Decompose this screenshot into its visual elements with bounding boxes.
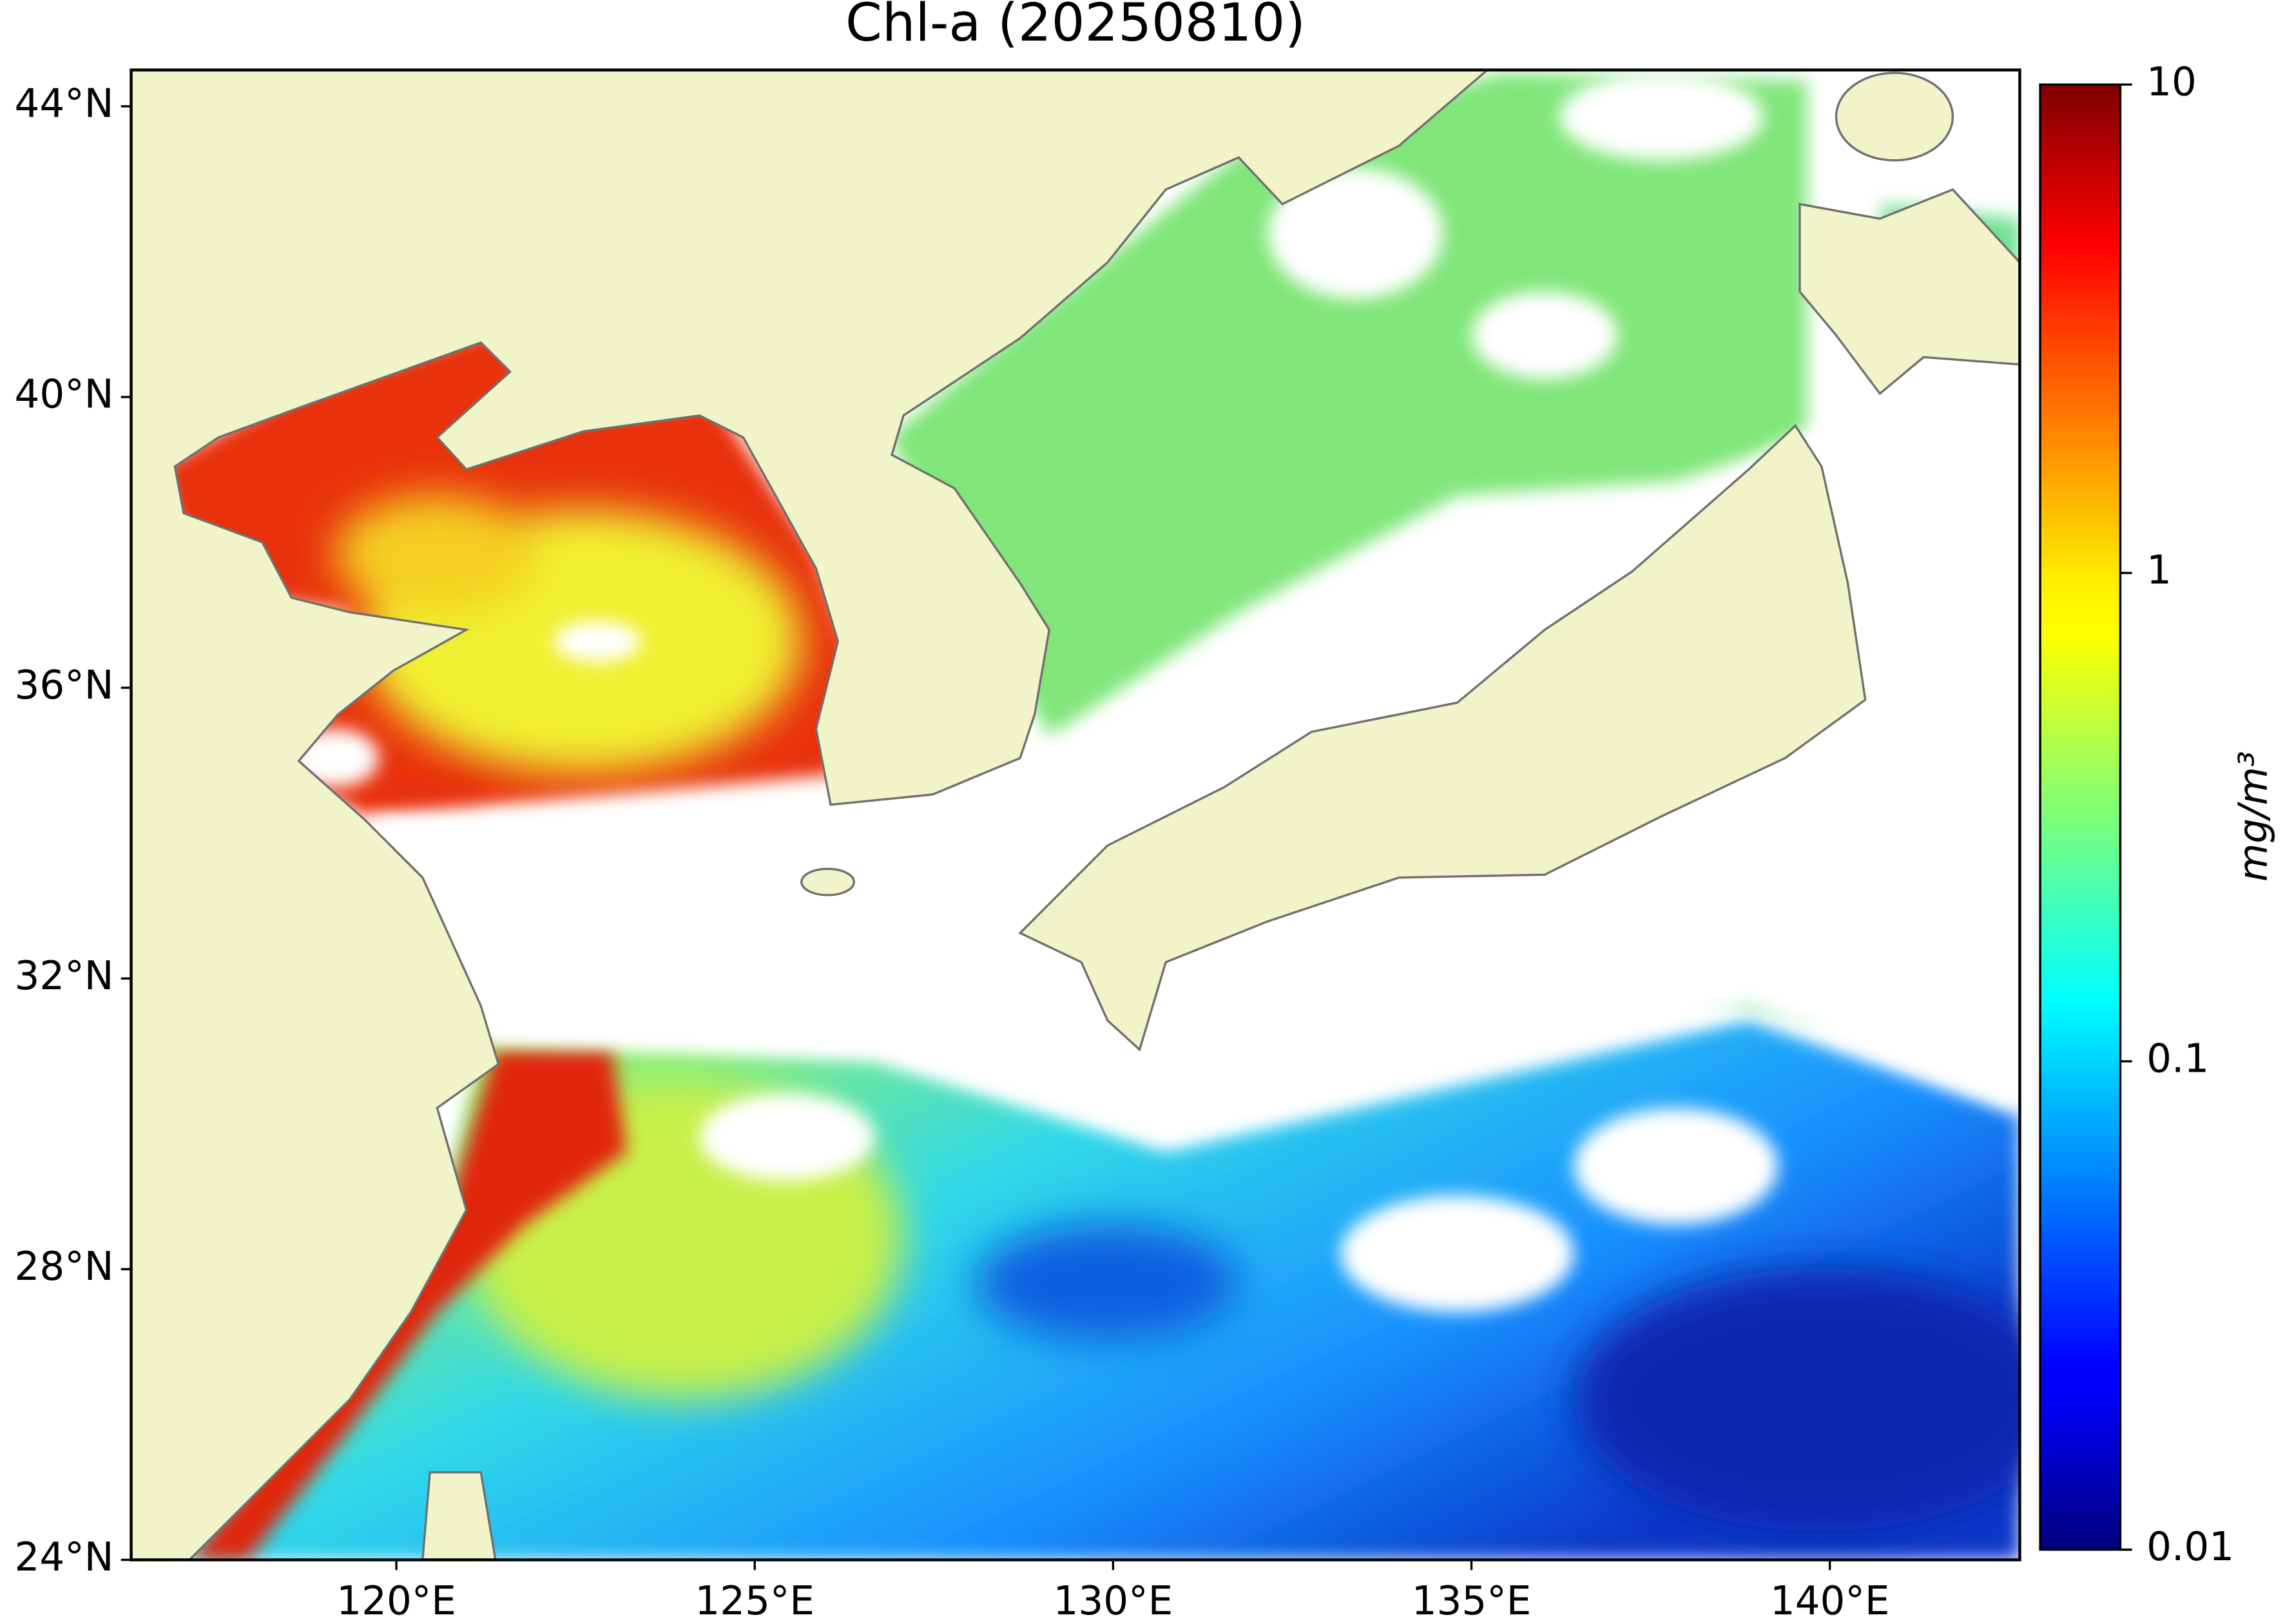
map-area bbox=[131, 70, 2020, 1560]
japan bbox=[1018, 423, 1867, 1052]
taiwan bbox=[421, 1471, 497, 1560]
hokkaido bbox=[1798, 188, 2020, 396]
y-tick-label: 36°N bbox=[15, 662, 114, 708]
cloud-cover bbox=[291, 73, 2020, 1312]
x-tick-label: 135°E bbox=[1412, 1578, 1532, 1624]
colorbar-tick-label: 1 bbox=[2146, 548, 2172, 594]
y-tick-label: 28°N bbox=[15, 1244, 114, 1290]
x-tick-label: 120°E bbox=[336, 1578, 456, 1624]
colorbar bbox=[2039, 83, 2122, 1551]
colorbar-tick-label: 10 bbox=[2146, 59, 2197, 105]
sakhalin bbox=[1835, 72, 1954, 162]
y-tick-label: 24°N bbox=[15, 1534, 114, 1580]
land bbox=[131, 70, 2020, 1560]
colorbar-label: mg/m³ bbox=[2230, 751, 2276, 882]
colorbar-tick-label: 0.1 bbox=[2146, 1036, 2209, 1081]
x-tick-label: 125°E bbox=[695, 1578, 815, 1624]
map-frame bbox=[130, 68, 2021, 1561]
chl-highlights bbox=[335, 496, 2020, 1531]
mainland bbox=[131, 70, 1489, 1560]
jeju bbox=[800, 867, 855, 896]
x-tick-label: 140°E bbox=[1770, 1578, 1890, 1624]
map-title: Chl-a (20250810) bbox=[845, 0, 1306, 53]
y-tick-label: 32°N bbox=[15, 953, 114, 999]
colorbar-tick-label: 0.01 bbox=[2146, 1524, 2234, 1570]
y-tick-label: 44°N bbox=[15, 81, 114, 127]
y-tick-label: 40°N bbox=[15, 372, 114, 418]
x-tick-label: 130°E bbox=[1054, 1578, 1173, 1624]
